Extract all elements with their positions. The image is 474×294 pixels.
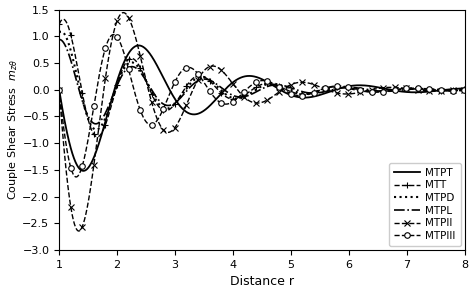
MTPL (376, 89, 382, 93)
MTPD (58, 30, 64, 33)
MTT (462, 88, 468, 91)
MTPIII (376, 90, 382, 94)
MTPT (254, 76, 260, 79)
MTPIII (243, 88, 249, 91)
MTPL (56, 38, 62, 41)
MTPII (243, 97, 249, 101)
MTPL (462, 88, 468, 92)
MTPII (77, 229, 83, 232)
MTPIII (56, 88, 62, 91)
Line: MTPD: MTPD (59, 31, 465, 130)
MTPD (451, 89, 456, 92)
MTPL (254, 90, 260, 93)
MTPD (77, 88, 83, 91)
MTPL (57, 38, 63, 41)
MTPII (450, 88, 456, 92)
MTPIII (77, 171, 83, 174)
MTPL (450, 89, 456, 92)
MTPL (451, 89, 456, 92)
MTT (451, 88, 456, 92)
Line: MTPL: MTPL (59, 40, 465, 124)
MTT (60, 17, 66, 21)
MTPIII (111, 33, 117, 36)
MTPL (93, 122, 99, 126)
MTPD (93, 128, 99, 131)
MTT (376, 89, 382, 93)
MTPT (81, 169, 86, 173)
MTPII (376, 86, 382, 90)
MTPT (77, 167, 83, 171)
MTT (254, 85, 260, 88)
MTPT (376, 86, 382, 89)
MTPIII (450, 89, 456, 93)
MTPD (450, 89, 456, 92)
MTPII (451, 88, 456, 92)
MTPD (243, 94, 249, 98)
Line: MTPIII: MTPIII (56, 32, 468, 180)
MTPII (462, 88, 468, 91)
MTPT (462, 87, 468, 90)
MTPIII (254, 80, 260, 84)
MTPII (76, 229, 82, 233)
Legend: MTPT, MTT, MTPD, MTPL, MTPII, MTPIII: MTPT, MTT, MTPD, MTPL, MTPII, MTPIII (389, 163, 461, 246)
MTPIII (73, 175, 79, 179)
MTPD (376, 90, 382, 93)
MTT (77, 80, 83, 83)
MTPT (136, 44, 142, 47)
Line: MTT: MTT (56, 16, 468, 140)
Line: MTPT: MTPT (59, 46, 465, 171)
MTT (56, 22, 62, 26)
Line: MTPII: MTPII (56, 9, 468, 235)
X-axis label: Distance r: Distance r (230, 275, 294, 288)
MTPD (254, 87, 260, 91)
MTPT (450, 87, 456, 91)
MTPD (462, 88, 468, 92)
MTPII (120, 11, 126, 14)
MTPIII (462, 88, 468, 92)
MTPT (243, 74, 249, 78)
MTPL (243, 94, 249, 98)
MTPD (56, 31, 62, 34)
MTPII (254, 101, 260, 105)
Y-axis label: Couple Shear Stress  $m_{z\theta}$: Couple Shear Stress $m_{z\theta}$ (6, 59, 19, 201)
MTPT (56, 88, 62, 91)
MTPT (451, 87, 456, 91)
MTT (94, 135, 100, 138)
MTPL (77, 92, 83, 95)
MTT (450, 88, 456, 92)
MTPIII (451, 89, 456, 93)
MTT (243, 92, 249, 96)
MTPII (56, 88, 62, 91)
